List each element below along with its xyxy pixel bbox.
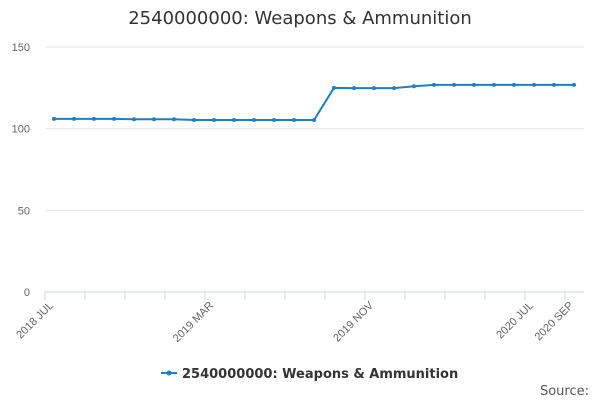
grid <box>45 46 584 211</box>
x-tick-label: 2019 MAR <box>171 300 216 345</box>
data-point[interactable] <box>372 86 376 91</box>
source-label: Source: <box>540 384 589 399</box>
y-axis: 0 50 100 150 <box>12 42 30 299</box>
data-point[interactable] <box>552 82 556 87</box>
data-point[interactable] <box>292 118 296 123</box>
data-point[interactable] <box>232 118 236 123</box>
data-point[interactable] <box>352 86 356 91</box>
legend[interactable]: 2540000000: Weapons & Ammunition <box>161 367 458 382</box>
x-tick-label: 2020 JUL <box>494 300 536 342</box>
legend-swatch-marker <box>166 370 172 376</box>
data-point[interactable] <box>572 82 576 87</box>
data-point[interactable] <box>132 117 136 122</box>
data-point[interactable] <box>492 82 496 87</box>
data-point[interactable] <box>72 116 76 121</box>
data-point[interactable] <box>272 118 276 123</box>
x-tick-label: 2019 NOV <box>331 299 376 344</box>
data-point[interactable] <box>52 116 56 121</box>
legend-label[interactable]: 2540000000: Weapons & Ammunition <box>182 367 458 382</box>
data-point[interactable] <box>112 116 116 121</box>
data-point[interactable] <box>172 117 176 122</box>
data-point[interactable] <box>472 82 476 87</box>
series-layer <box>52 82 576 123</box>
data-point[interactable] <box>432 82 436 87</box>
data-point[interactable] <box>92 116 96 121</box>
y-tick-label: 50 <box>18 205 30 217</box>
y-tick-label: 0 <box>24 287 30 299</box>
data-point[interactable] <box>212 118 216 123</box>
data-point[interactable] <box>392 86 396 91</box>
data-point[interactable] <box>152 117 156 122</box>
series-line <box>53 83 575 122</box>
data-point[interactable] <box>412 84 416 89</box>
data-point[interactable] <box>512 82 516 87</box>
data-point[interactable] <box>452 82 456 87</box>
x-axis <box>44 291 584 300</box>
data-point[interactable] <box>312 118 316 123</box>
data-point[interactable] <box>332 85 336 90</box>
data-point[interactable] <box>532 82 536 87</box>
chart-title: 2540000000: Weapons & Ammunition <box>128 8 472 29</box>
data-point[interactable] <box>192 118 196 123</box>
data-point[interactable] <box>252 118 256 123</box>
x-tick-label: 2018 JUL <box>14 300 56 342</box>
y-tick-label: 100 <box>12 124 30 136</box>
y-tick-label: 150 <box>12 42 30 54</box>
x-tick-label: 2020 SEP <box>533 300 577 344</box>
